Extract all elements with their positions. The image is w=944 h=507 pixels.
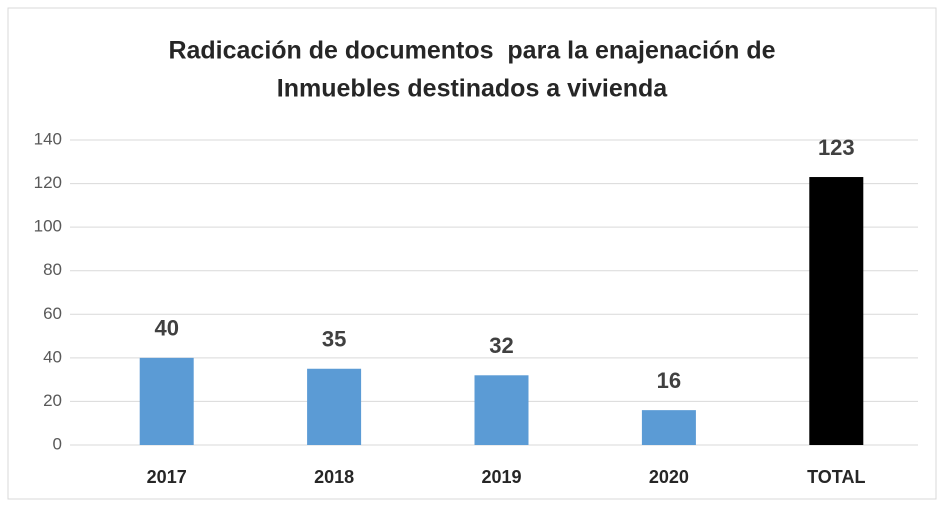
y-tick-label: 40 [43,347,62,366]
bar [307,368,362,445]
y-tick-label: 60 [43,304,62,323]
data-label: 40 [154,316,178,341]
chart-title: Radicación de documentos para la enajena… [168,37,775,65]
chart-title: Inmuebles destinados a vivienda [277,75,669,103]
data-label: 35 [322,327,346,352]
bar [474,375,529,445]
x-tick-label: 2017 [147,467,187,487]
x-tick-label: 2019 [481,467,521,487]
y-tick-label: 80 [43,260,62,279]
x-tick-label: 2020 [649,467,689,487]
data-label: 32 [489,333,513,358]
x-tick-label: 2018 [314,467,354,487]
bar [139,357,194,445]
data-label: 123 [818,135,855,160]
y-tick-label: 20 [43,391,62,410]
bar [641,410,696,445]
y-tick-label: 120 [34,173,62,192]
y-tick-label: 140 [34,129,62,148]
bar [809,177,864,446]
x-tick-label: TOTAL [807,467,865,487]
data-label: 16 [657,368,681,393]
y-tick-label: 100 [34,217,62,236]
y-tick-label: 0 [53,434,62,453]
